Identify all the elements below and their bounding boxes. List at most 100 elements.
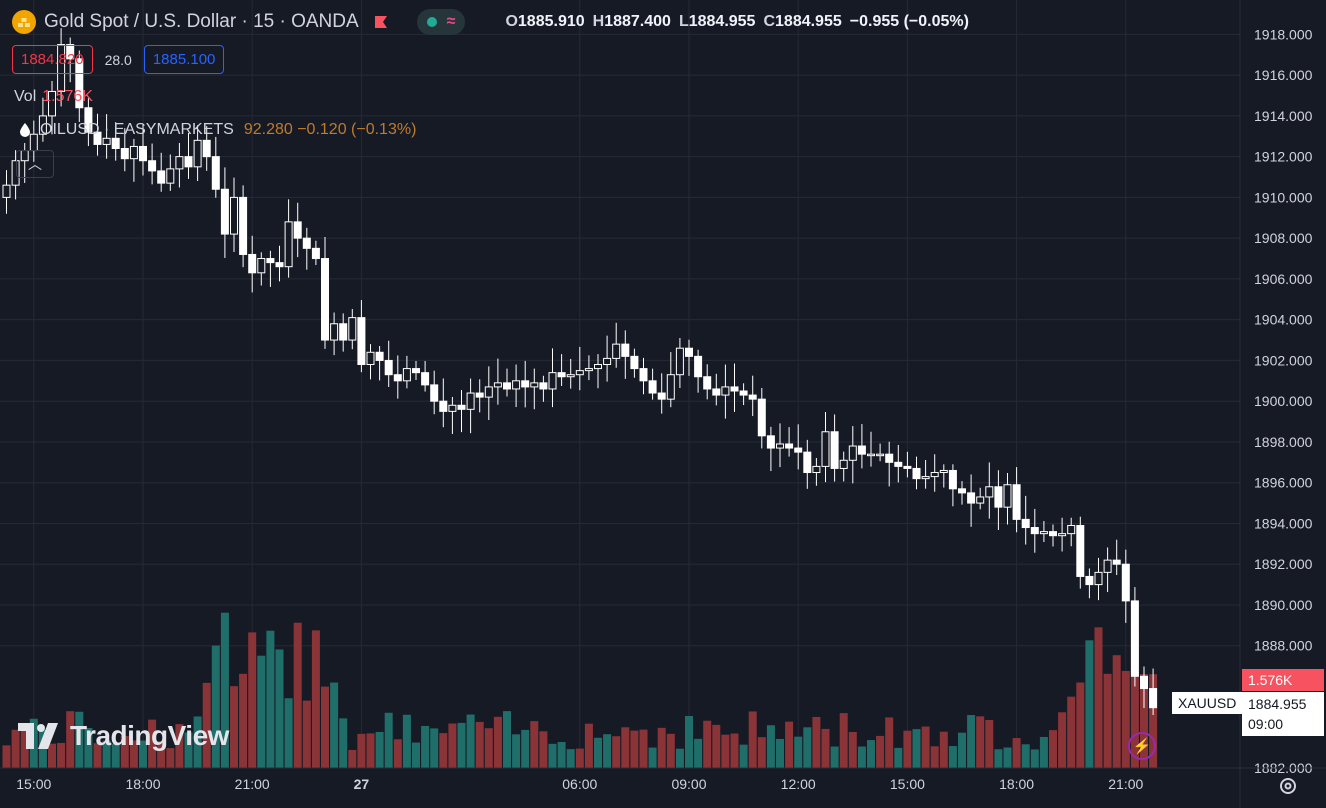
candle-body [985,486,994,498]
volume-bar [648,747,657,768]
candle-body [1130,600,1139,677]
volume-bar [1049,730,1057,768]
volume-bar [339,718,348,768]
gear-icon[interactable] [1277,775,1299,797]
volume-bar [958,732,966,768]
price-tick-label: 1894.000 [1254,515,1313,531]
candle-body [675,347,684,376]
time-tick-label: 15:00 [890,776,925,792]
volume-bar [466,714,475,768]
candle-body [120,147,129,160]
tradingview-logo[interactable]: TradingView [18,720,229,752]
volume-bar [1012,738,1021,768]
volume-bar [1130,630,1139,768]
candle-body [366,351,375,366]
candle-body [157,170,166,184]
symbol-title[interactable]: Gold Spot / U.S. Dollar · 15 · OANDA [44,11,359,32]
volume-bar [694,738,703,768]
volume-bar [448,723,457,768]
volume-bar [148,719,157,768]
candle-body [384,359,393,376]
time-tick-label: 06:00 [562,776,597,792]
lightning-icon[interactable]: ⚡ [1128,732,1156,760]
candle-body [594,364,602,370]
chart-grid [0,0,1240,769]
volume-bar [175,724,184,768]
volume-bar [748,711,757,768]
volume-bar [1094,627,1103,768]
candle-body [239,196,248,255]
candle-body [575,370,584,376]
bid-ask-panel: 1884.820 28.0 1885.100 [12,45,225,74]
volume-bar [211,645,220,768]
candle-body [230,196,238,235]
volume-bar [493,716,502,768]
volume-bar [412,742,420,768]
volume-bar [803,727,812,768]
time-tick-label: 12:00 [781,776,816,792]
volume-bar [1112,655,1121,768]
status-pill[interactable]: ≈ [416,9,466,35]
candle-body [1076,524,1085,577]
time-tick-label: 27 [354,776,370,792]
ohlc-key: H [592,13,605,30]
candle-body [1021,518,1030,529]
time-axis[interactable]: 15:00 18:00 21:00 27 06:00 09:00 12:00 15:00 18:… [0,767,1326,792]
overlay-symbol: OILUSD · EASYMARKETS [40,121,234,138]
time-tick-label: 21:00 [1108,776,1143,792]
buy-button[interactable]: 1885.100 [143,45,225,74]
candle-body [657,392,666,400]
candle-body [293,221,302,239]
volume-bar [594,737,602,768]
candle-body [1067,524,1076,535]
volume-bar [503,711,511,768]
time-tick-label: 09:00 [671,776,706,792]
candle-body [748,394,757,400]
candle-body [493,382,502,388]
volume-bar [1058,712,1067,768]
last-price-value: 1884.955 [1248,696,1307,712]
volume-bar [184,732,193,768]
candle-body [766,435,775,449]
candle-body [794,447,803,453]
collapse-legend-button[interactable]: ︿ [16,150,54,178]
volume-bar [539,731,548,768]
volume-bar [685,715,693,768]
volume-legend[interactable]: Vol 1.576K [14,88,93,106]
volume-bar [812,716,821,768]
ohlc-key: C [763,13,776,30]
candle-body [930,472,939,478]
volume-bar [776,738,784,768]
candle-body [402,368,411,382]
volume-bar [1067,696,1076,768]
volume-bar [266,630,275,768]
overlay-legend[interactable]: OILUSD · EASYMARKETS 92.280 −0.120 (−0.1… [20,121,416,139]
volume-bar [876,735,885,768]
candle-body [639,368,648,382]
volume-bar [603,734,612,768]
candle-body [38,115,47,135]
volume-bar [948,746,957,768]
sell-button[interactable]: 1884.820 [12,45,93,74]
volume-bar [384,712,393,768]
volume-bar [839,713,848,768]
volume-bar [66,711,75,768]
candle-body [1012,484,1021,520]
candle-body [357,317,366,366]
volume-bar [675,748,684,768]
candle-body [839,459,848,469]
volume-bar [457,722,466,768]
flag-icon[interactable] [373,14,389,30]
volume-bar [912,729,921,768]
candle-body [57,44,66,92]
volume-bar [848,732,857,768]
ohlc-key: L [678,13,689,30]
ohlc-value: −0.955 (−0.05%) [849,13,969,30]
candle-body [857,445,866,455]
price-tick-label: 1902.000 [1254,352,1313,368]
candle-body [302,237,311,249]
volume-bars [2,612,1158,768]
candle-body [48,90,56,117]
volume-bar [739,744,748,768]
